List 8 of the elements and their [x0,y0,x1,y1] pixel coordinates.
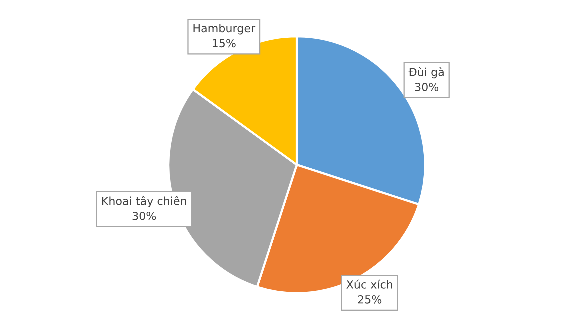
slice-label: Xúc xích [346,280,392,289]
slice-label: Hamburger [194,24,256,35]
data-label: 30% [415,83,439,92]
data-label: 25% [358,295,382,304]
slice-label: Khoai tây chiên [102,196,186,208]
data-label: 15% [213,39,236,48]
data-label: 30% [132,212,156,220]
slice-label: Đùi gà [408,67,444,79]
